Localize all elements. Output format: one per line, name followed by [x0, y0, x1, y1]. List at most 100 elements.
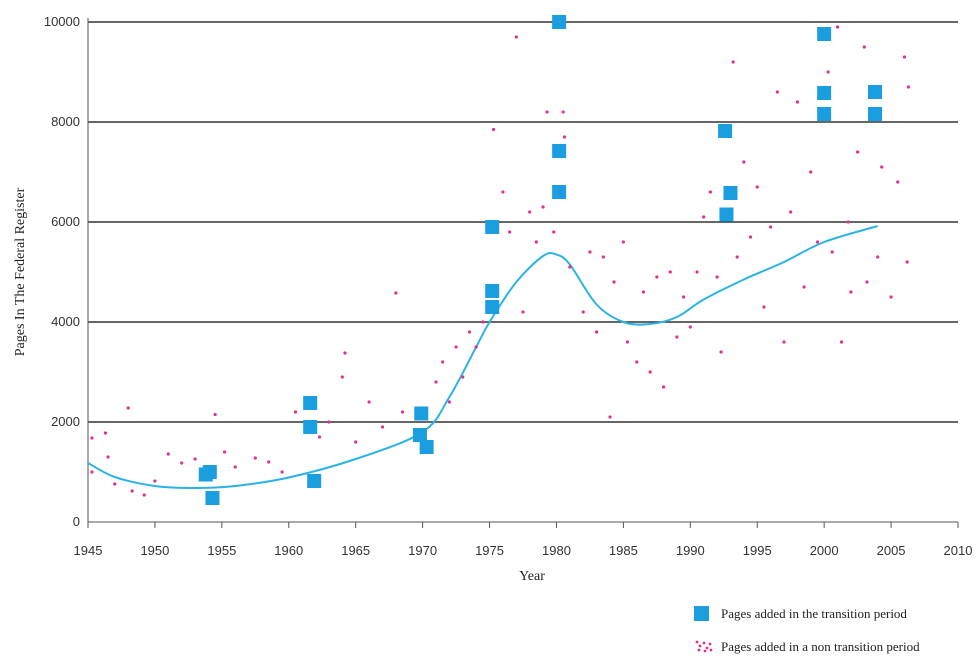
non-transition-point-82	[802, 285, 806, 289]
transition-point-11	[485, 300, 500, 314]
transition-point-7	[414, 406, 429, 421]
non-transition-point-27	[400, 410, 405, 414]
non-transition-point-4	[113, 482, 117, 486]
legend-dot-7	[709, 648, 713, 652]
transition-point-17	[723, 186, 738, 200]
non-transition-point-2	[103, 431, 107, 435]
x-tick-label-1970: 1970	[408, 543, 437, 558]
non-transition-point-63	[675, 335, 679, 339]
non-transition-point-88	[839, 340, 844, 344]
non-transition-point-40	[521, 310, 525, 314]
non-transition-point-84	[815, 240, 820, 244]
x-tick-label-2000: 2000	[810, 543, 839, 558]
non-transition-point-50	[588, 250, 592, 254]
non-transition-point-80	[789, 210, 793, 214]
non-transition-point-49	[581, 310, 585, 314]
non-transition-point-73	[742, 160, 746, 164]
x-tick-label-1950: 1950	[140, 543, 169, 558]
non-transition-point-59	[648, 370, 652, 374]
non-transition-point-11	[193, 457, 197, 461]
non-transition-point-32	[461, 375, 465, 379]
non-transition-point-69	[715, 275, 719, 279]
non-transition-point-39	[514, 35, 518, 39]
non-transition-point-93	[865, 280, 869, 284]
x-tick-label-1955: 1955	[207, 543, 236, 558]
non-transition-point-62	[668, 270, 672, 274]
transition-point-18	[817, 27, 832, 41]
non-transition-point-44	[545, 110, 549, 114]
non-transition-point-48	[568, 265, 572, 269]
non-transition-point-5	[126, 406, 130, 410]
legend-label-non-transition: Pages added in a non transition period	[721, 639, 920, 654]
non-transition-point-45	[552, 230, 556, 234]
non-transition-point-83	[809, 170, 813, 174]
x-tick-label-1965: 1965	[341, 543, 370, 558]
x-tick-label-2010: 2010	[944, 543, 973, 558]
non-transition-point-64	[682, 295, 686, 299]
y-tick-label-8000: 8000	[51, 114, 80, 129]
y-tick-label-10000: 10000	[44, 14, 80, 29]
non-transition-point-46	[561, 110, 565, 114]
non-transition-point-76	[762, 305, 766, 309]
non-transition-point-28	[434, 380, 438, 384]
transition-point-3	[303, 396, 318, 410]
non-transition-point-0	[90, 436, 94, 440]
transition-point-12	[552, 15, 567, 29]
legend: Pages added in the transition period Pag…	[694, 606, 920, 654]
transition-point-16	[719, 207, 734, 222]
non-transition-point-68	[708, 190, 712, 194]
non-transition-point-26	[394, 291, 398, 295]
non-transition-point-54	[612, 280, 616, 284]
transition-points	[198, 15, 883, 505]
non-transition-point-14	[233, 465, 237, 469]
non-transition-point-57	[635, 360, 639, 364]
non-transition-point-29	[441, 360, 445, 364]
non-transition-point-31	[454, 345, 458, 349]
non-transition-point-8	[153, 479, 157, 483]
non-transition-point-52	[601, 255, 605, 259]
non-transition-point-85	[826, 70, 830, 74]
non-transition-point-65	[688, 325, 692, 329]
x-axis-title: Year	[519, 569, 545, 584]
non-transition-point-7	[142, 493, 146, 497]
non-transition-point-9	[166, 452, 170, 456]
non-transition-point-41	[528, 210, 532, 214]
trend-line-group	[87, 225, 878, 490]
y-tick-label-6000: 6000	[51, 214, 80, 229]
transition-point-20	[817, 107, 832, 121]
non-transition-point-96	[889, 295, 893, 299]
non-transition-point-13	[222, 450, 227, 454]
non-transition-point-21	[340, 375, 344, 379]
legend-dot-1	[698, 644, 702, 648]
transition-point-4	[303, 420, 318, 434]
non-transition-point-56	[625, 340, 630, 344]
non-transition-point-35	[481, 320, 485, 324]
non-transition-point-15	[253, 456, 257, 460]
non-transition-point-30	[447, 400, 451, 404]
non-transition-point-55	[621, 240, 625, 244]
non-transition-point-89	[846, 220, 850, 224]
transition-point-21	[868, 85, 883, 99]
non-transition-point-12	[213, 412, 217, 417]
non-transition-point-75	[755, 185, 759, 189]
legend-dot-6	[703, 649, 707, 653]
non-transition-point-51	[595, 330, 599, 334]
non-transition-point-23	[354, 440, 358, 444]
non-transition-point-6	[130, 489, 134, 493]
non-transition-point-72	[735, 255, 739, 259]
non-transition-point-90	[849, 290, 853, 294]
non-transition-point-16	[267, 460, 271, 464]
non-transition-point-3	[106, 455, 110, 459]
transition-point-19	[817, 86, 832, 100]
transition-point-14	[552, 185, 567, 199]
x-tick-label-1980: 1980	[542, 543, 571, 558]
non-transition-point-70	[719, 350, 723, 354]
non-transition-point-94	[876, 255, 880, 259]
non-transition-point-20	[327, 420, 331, 424]
transition-point-10	[485, 284, 500, 298]
non-transition-point-77	[769, 225, 773, 229]
non-transition-point-67	[702, 215, 706, 219]
non-transition-point-99	[905, 260, 909, 264]
transition-point-13	[552, 144, 567, 158]
non-transition-point-95	[880, 165, 884, 169]
